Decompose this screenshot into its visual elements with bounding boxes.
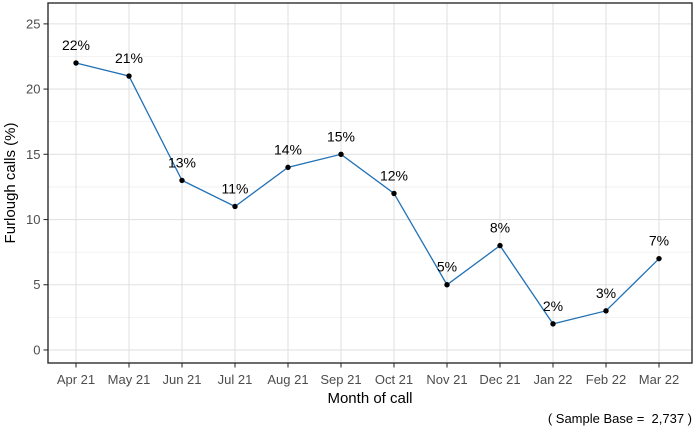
gridlines bbox=[48, 3, 692, 363]
data-point bbox=[179, 177, 185, 184]
data-point-label: 22% bbox=[62, 37, 90, 53]
data-point-label: 5% bbox=[437, 259, 457, 275]
sample-base-note: ( Sample Base = 2,737 ) bbox=[547, 411, 692, 426]
y-tick-label: 0 bbox=[33, 342, 40, 357]
data-point bbox=[285, 164, 291, 171]
series-polyline bbox=[75, 62, 660, 325]
data-point-label: 14% bbox=[274, 141, 302, 157]
data-point bbox=[656, 255, 662, 262]
data-point bbox=[603, 308, 609, 314]
data-point-label: 13% bbox=[168, 154, 196, 170]
axis-ticks: 0 5 10 15 20 25 Apr 21 May 21 Jun 21 Jul 21 Aug 21… bbox=[26, 16, 679, 387]
x-tick-label: Jul 21 bbox=[218, 372, 253, 387]
y-tick-label: 10 bbox=[26, 212, 40, 227]
data-point-label: 11% bbox=[222, 180, 249, 196]
data-point-label: 3% bbox=[596, 285, 616, 301]
data-point bbox=[232, 203, 238, 210]
x-tick-label: May 21 bbox=[108, 372, 151, 387]
data-point-label: 12% bbox=[380, 167, 408, 183]
data-point-label: 7% bbox=[649, 233, 669, 249]
data-point bbox=[73, 60, 79, 66]
y-tick-label: 25 bbox=[26, 16, 40, 31]
x-tick-label: Oct 21 bbox=[375, 372, 413, 387]
x-tick-label: Jun 21 bbox=[162, 372, 201, 387]
data-point bbox=[391, 190, 397, 197]
x-tick-label: Sep 21 bbox=[320, 372, 361, 387]
data-point bbox=[444, 282, 450, 288]
panel-border bbox=[47, 2, 693, 364]
x-tick-label: Jan 22 bbox=[533, 372, 572, 387]
data-point bbox=[497, 242, 503, 249]
y-tick-label: 15 bbox=[26, 147, 40, 162]
x-tick-label: Apr 21 bbox=[57, 372, 95, 387]
x-tick-label: Dec 21 bbox=[479, 372, 520, 387]
x-tick-label: Feb 22 bbox=[586, 372, 626, 387]
data-point bbox=[550, 321, 556, 327]
data-point-label: 8% bbox=[490, 220, 510, 236]
data-point bbox=[338, 151, 344, 158]
x-tick-label: Mar 22 bbox=[639, 372, 679, 387]
y-tick-label: 5 bbox=[33, 277, 40, 292]
data-point-label: 15% bbox=[327, 128, 355, 144]
x-tick-label: Aug 21 bbox=[267, 372, 308, 387]
line-series bbox=[75, 62, 660, 325]
x-axis-title: Month of call bbox=[327, 390, 412, 407]
data-point-label: 21% bbox=[115, 50, 143, 66]
y-tick-label: 20 bbox=[26, 82, 40, 97]
data-point bbox=[126, 73, 132, 79]
x-tick-label: Nov 21 bbox=[426, 372, 467, 387]
data-point-label: 2% bbox=[543, 298, 563, 314]
data-labels: 22% 21% 13% 11% 14% 15% 12% 5% 8% 2% 3% 7% bbox=[62, 37, 669, 314]
data-points bbox=[73, 60, 662, 327]
y-axis-title: Furlough calls (%) bbox=[2, 123, 19, 244]
